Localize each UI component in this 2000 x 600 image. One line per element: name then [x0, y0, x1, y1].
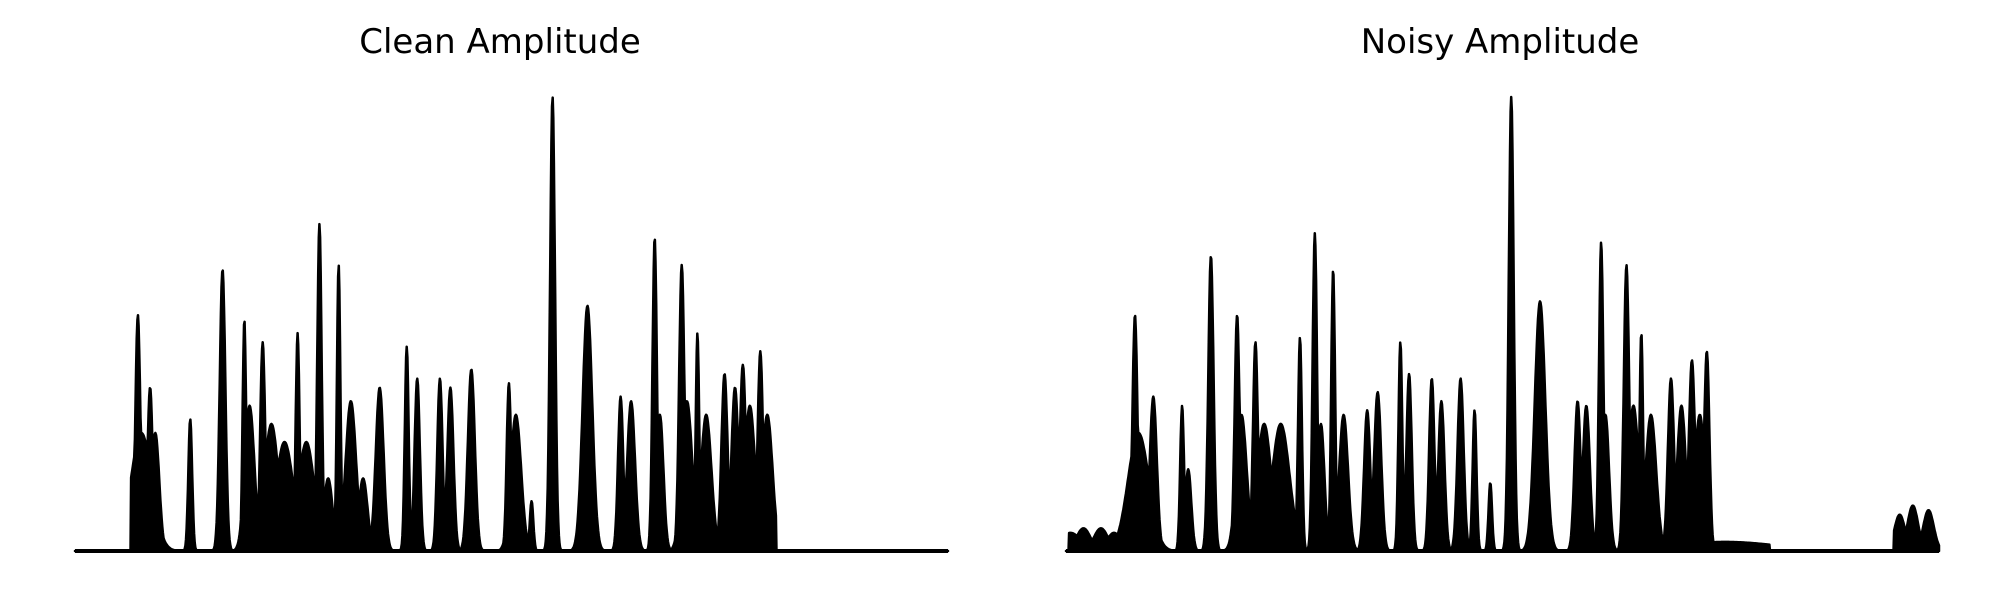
- noisy-amplitude-plot: [1064, 95, 1941, 553]
- noisy-amplitude-title: Noisy Amplitude: [1360, 22, 1640, 62]
- clean-amplitude-title: Clean Amplitude: [359, 22, 641, 62]
- clean-amplitude-panel: Clean Amplitude: [73, 22, 950, 553]
- amplitude-envelope: [73, 96, 950, 553]
- amplitude-envelope: [1064, 95, 1941, 553]
- noisy-amplitude-panel: Noisy Amplitude: [1000, 0, 2000, 600]
- clean-amplitude-plot: [73, 96, 950, 553]
